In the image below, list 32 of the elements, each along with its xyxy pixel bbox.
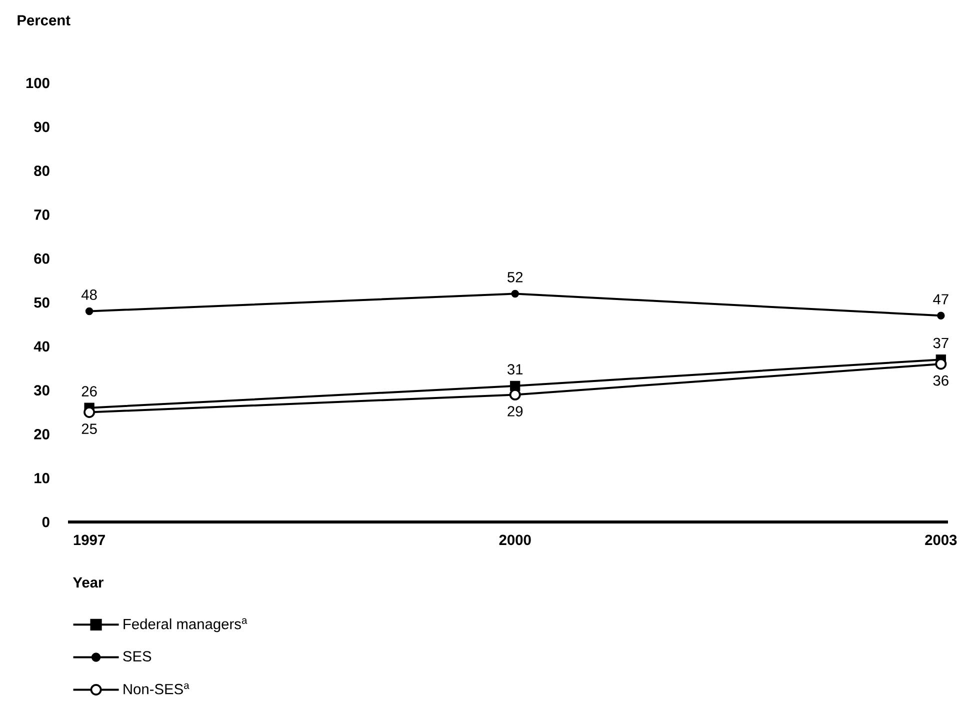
point: [84, 406, 96, 418]
x-tick-label: 1997: [74, 534, 105, 546]
point: [85, 307, 94, 316]
x-tick-label: 2003: [925, 534, 957, 546]
data-label: 29: [508, 406, 523, 416]
x-axis-title: Year: [72, 577, 104, 588]
data-label: 52: [508, 272, 523, 282]
legend-label: Non-SES$^{a}$: [124, 683, 190, 694]
data-label: 25: [82, 424, 97, 434]
data-label: 36: [933, 375, 948, 386]
y-tick-label: 100: [26, 78, 50, 88]
data-label: 47: [933, 294, 948, 304]
legend-label: Federal managers$^{a}$: [124, 618, 248, 632]
y-tick-label: 90: [34, 122, 50, 132]
y-tick-label: 50: [34, 297, 50, 308]
y-tick-label: 40: [34, 341, 50, 352]
y-tick-label: 60: [34, 253, 50, 264]
y-tick-label: 20: [34, 429, 50, 440]
data-label: 31: [508, 364, 523, 375]
y-tick-label: 0: [42, 516, 50, 528]
point: [937, 312, 945, 320]
y-tick-label: 10: [34, 472, 50, 484]
x-tick-label: 2000: [499, 534, 531, 546]
y-tick-label: 80: [34, 166, 50, 176]
data-label: 26: [82, 386, 97, 396]
data-label: 48: [81, 290, 97, 300]
legend-label: SES: [123, 651, 152, 662]
y-tick-label: 30: [34, 385, 50, 396]
y-axis-title: Percent: [18, 15, 70, 26]
y-tick-label: 70: [34, 210, 50, 220]
data-label: 37: [933, 338, 948, 348]
point: [511, 290, 519, 298]
